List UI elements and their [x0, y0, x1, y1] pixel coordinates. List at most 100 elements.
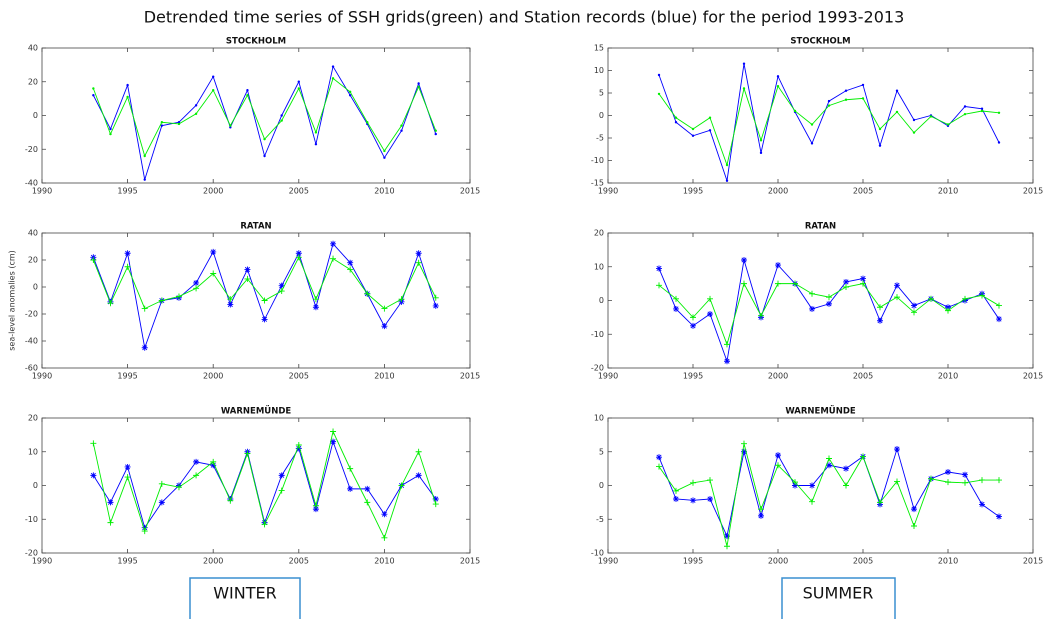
point	[278, 282, 285, 289]
point	[141, 528, 148, 535]
y-tick-label: -20	[25, 310, 38, 319]
panel-title: STOCKHOLM	[226, 37, 286, 47]
y-tick-label: 5	[599, 89, 604, 98]
x-tick-label: 2005	[289, 557, 309, 566]
y-axis-label: sea-level anomalies (cm)	[8, 250, 17, 351]
point	[894, 446, 900, 453]
point	[312, 296, 319, 303]
point	[193, 279, 200, 286]
point	[90, 440, 97, 447]
point	[673, 487, 679, 494]
point	[894, 282, 900, 289]
point	[381, 511, 388, 518]
point	[912, 118, 916, 122]
x-tick-label: 2015	[1023, 557, 1043, 566]
plot-frame	[41, 232, 471, 369]
x-tick-label: 1990	[598, 557, 618, 566]
point	[381, 323, 388, 330]
point	[690, 479, 696, 486]
x-tick-label: 1990	[598, 187, 618, 196]
point	[758, 312, 764, 319]
x-tick-label: 1990	[32, 372, 52, 381]
point	[963, 105, 967, 108]
x-tick-label: 2000	[203, 372, 223, 381]
point	[347, 465, 354, 472]
point	[312, 506, 319, 513]
x-tick-label: 1995	[117, 557, 137, 566]
point	[280, 119, 283, 122]
x-tick-label: 2015	[1023, 372, 1043, 381]
point	[92, 94, 95, 97]
point	[861, 83, 865, 87]
point	[278, 288, 285, 295]
point	[741, 440, 747, 447]
point	[295, 254, 302, 261]
point	[143, 178, 146, 181]
x-tick-label: 1995	[683, 557, 703, 566]
point	[330, 255, 337, 262]
point	[364, 290, 371, 297]
point	[348, 90, 352, 94]
point	[158, 499, 165, 506]
point	[861, 97, 865, 100]
point	[708, 116, 712, 119]
point	[827, 99, 831, 103]
point	[278, 472, 285, 479]
point	[792, 482, 798, 489]
point	[776, 85, 780, 88]
point	[792, 280, 798, 287]
point	[160, 121, 164, 124]
point	[657, 92, 661, 96]
x-tick-label: 1990	[598, 372, 618, 381]
point	[911, 302, 917, 309]
point	[980, 109, 984, 113]
point	[314, 142, 318, 146]
point	[194, 104, 198, 107]
point	[383, 156, 386, 159]
panel-title: RATAN	[240, 222, 271, 232]
point	[996, 302, 1002, 309]
point	[809, 290, 815, 297]
x-tick-label: 1995	[117, 372, 137, 381]
point	[878, 144, 882, 147]
point	[843, 482, 849, 489]
y-tick-label: 15	[594, 44, 604, 53]
point	[193, 285, 200, 292]
y-tick-label: -10	[591, 156, 604, 165]
x-tick-label: 2000	[203, 187, 223, 196]
point	[261, 316, 268, 323]
point	[175, 293, 182, 300]
y-tick-label: -40	[25, 337, 38, 346]
point	[330, 438, 337, 445]
point	[741, 280, 747, 287]
season-label: SUMMER	[803, 584, 874, 603]
y-tick-label: -40	[25, 179, 38, 188]
point	[432, 302, 439, 309]
x-tick-label: 2000	[768, 557, 788, 566]
y-tick-label: 10	[28, 447, 38, 456]
point	[415, 448, 422, 455]
point	[212, 88, 215, 92]
y-tick-label: 0	[599, 481, 604, 490]
point	[656, 265, 662, 272]
point	[331, 65, 335, 68]
point	[980, 107, 984, 110]
y-tick-label: -10	[591, 330, 604, 339]
y-tick-label: 20	[594, 229, 604, 238]
point	[826, 462, 832, 469]
point	[400, 129, 403, 132]
point	[210, 270, 217, 277]
point	[979, 292, 985, 299]
y-tick-label: 40	[28, 229, 38, 238]
panel-title: STOCKHOLM	[790, 37, 850, 47]
plot-frame	[41, 47, 471, 184]
point	[979, 477, 985, 484]
point	[691, 127, 695, 131]
point	[674, 116, 678, 119]
point	[690, 497, 696, 504]
point	[877, 317, 883, 324]
y-tick-label: 10	[594, 262, 604, 271]
point	[381, 305, 388, 312]
point	[364, 485, 371, 492]
point	[366, 121, 369, 124]
